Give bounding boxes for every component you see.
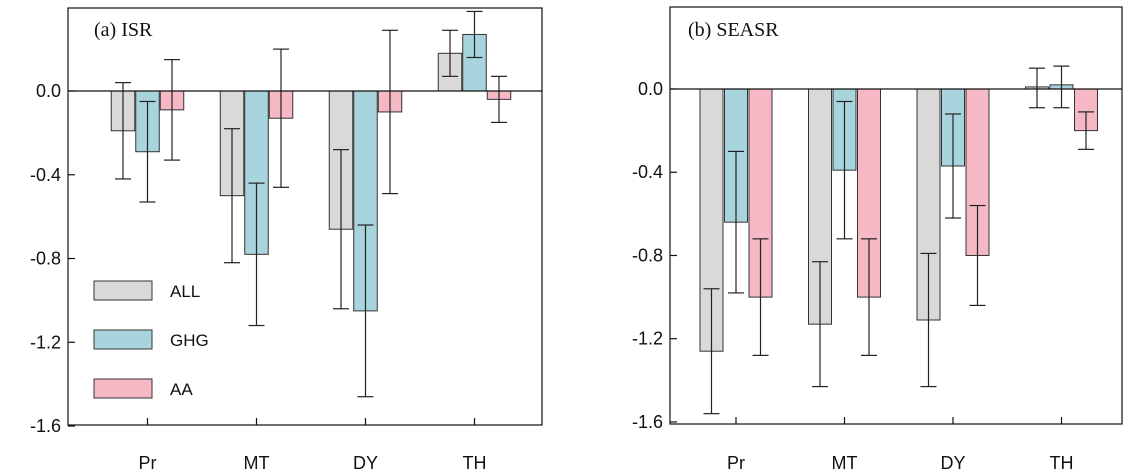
x-tick-label-mt: MT <box>832 453 858 473</box>
x-tick-label-th: TH <box>463 453 487 473</box>
panel-b-bars <box>699 65 1098 415</box>
y-tick-label: 0.0 <box>638 79 663 99</box>
x-tick-label-mt: MT <box>244 453 270 473</box>
panel-a: (a) ISR 0.0 -0.4 -0.8 -1.2 -1.6 Pr MT DY TH ALL… <box>30 7 543 473</box>
y-tick-label: -0.8 <box>30 249 61 269</box>
x-tick-label-dy: DY <box>940 453 965 473</box>
panel-b-plot-frame <box>669 6 1123 425</box>
panel-a-x-axis: Pr MT DY TH <box>139 418 487 473</box>
x-tick-label-dy: DY <box>353 453 378 473</box>
legend-label-all: ALL <box>170 282 200 301</box>
panel-a-plot-frame <box>67 7 543 426</box>
panel-b-y-axis: 0.0 -0.4 -0.8 -1.2 -1.6 <box>632 79 677 432</box>
y-tick-label: 0.0 <box>36 81 61 101</box>
y-tick-label: -1.2 <box>30 332 61 352</box>
x-tick-label-th: TH <box>1050 453 1074 473</box>
panel-b: (b) SEASR 0.0 -0.4 -0.8 -1.2 -1.6 Pr MT DY TH <box>632 6 1123 473</box>
panel-a-y-axis: 0.0 -0.4 -0.8 -1.2 -1.6 <box>30 81 75 436</box>
x-tick-label-pr: Pr <box>727 453 745 473</box>
y-tick-label: -0.4 <box>30 165 61 185</box>
legend-label-ghg: GHG <box>170 331 209 350</box>
y-tick-label: -1.6 <box>632 412 663 432</box>
legend-label-aa: AA <box>170 380 193 399</box>
panel-b-title: (b) SEASR <box>688 19 779 41</box>
legend-swatch-aa <box>93 378 153 399</box>
legend-swatch-all <box>93 280 153 301</box>
legend-swatch-ghg <box>93 329 153 350</box>
y-tick-label: -1.6 <box>30 416 61 436</box>
y-tick-label: -0.4 <box>632 162 663 182</box>
panel-b-x-axis: Pr MT DY TH <box>727 417 1074 473</box>
x-tick-label-pr: Pr <box>139 453 157 473</box>
panel-a-bars <box>110 10 512 398</box>
panel-a-title: (a) ISR <box>94 19 153 41</box>
y-tick-label: -1.2 <box>632 329 663 349</box>
panel-a-legend: ALL GHG AA <box>93 280 209 399</box>
y-tick-label: -0.8 <box>632 245 663 265</box>
